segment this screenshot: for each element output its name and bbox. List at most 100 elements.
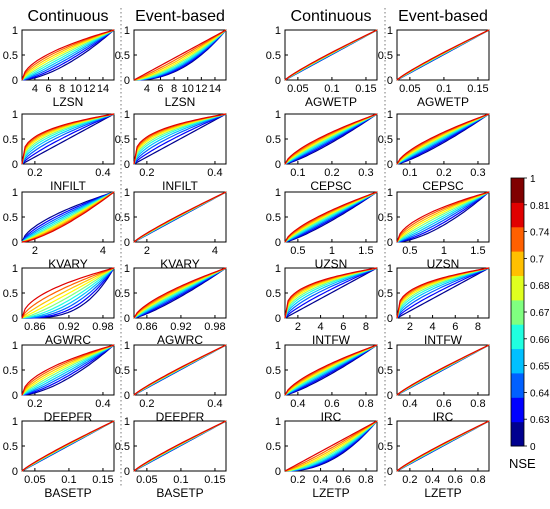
y-tick-label: 0 — [12, 390, 18, 402]
y-tick-label: 0 — [124, 237, 130, 249]
series-line — [133, 191, 227, 243]
y-tick-label: 0.5 — [3, 288, 18, 300]
x-tick-label: 10 — [182, 83, 194, 95]
y-tick-label: 0 — [387, 75, 393, 87]
series-line — [396, 267, 490, 319]
x-tick-label: 0.05 — [24, 474, 45, 486]
x-tick-label: 0.4 — [402, 398, 417, 410]
y-tick-label: 0 — [124, 75, 130, 87]
y-tick-label: 1 — [12, 187, 18, 199]
series-line — [21, 29, 115, 81]
y-tick-label: 0 — [12, 313, 18, 325]
series-line — [21, 191, 115, 243]
colorbar-segment — [511, 251, 524, 276]
colorbar-label: 0.67 — [530, 308, 550, 319]
y-tick-label: 1 — [275, 187, 281, 199]
x-tick-label: 12 — [195, 83, 207, 95]
x-tick-label: 0.4 — [95, 398, 110, 410]
x-tick-label: 0.2 — [290, 474, 305, 486]
series-line — [22, 267, 115, 319]
x-axis-label: LZETP — [424, 486, 461, 500]
series-line — [21, 344, 115, 396]
series-line — [133, 267, 227, 319]
y-tick-label: 0 — [12, 237, 18, 249]
x-tick-label: 8 — [59, 83, 65, 95]
y-tick-label: 1 — [387, 263, 393, 275]
x-tick-label: 1.5 — [470, 245, 485, 257]
series-line — [21, 267, 115, 319]
series-line — [21, 344, 115, 396]
series-line — [396, 191, 490, 243]
colorbar-segment — [511, 372, 524, 398]
x-tick-label: 0.2 — [27, 167, 42, 179]
y-tick-label: 1 — [275, 340, 281, 352]
y-tick-label: 0 — [124, 466, 130, 478]
x-tick-label: 0.98 — [92, 321, 113, 333]
column-title: Event-based — [135, 8, 225, 25]
y-tick-label: 0.5 — [115, 212, 130, 224]
x-axis-label: LZETP — [312, 486, 349, 500]
series-line — [21, 191, 115, 243]
y-tick-label: 0.5 — [3, 134, 18, 146]
y-tick-label: 0 — [387, 313, 393, 325]
series-line — [284, 191, 378, 243]
x-tick-label: 1 — [441, 245, 447, 257]
colorbar-label: 0.81 — [530, 201, 550, 212]
panel-7: 0 0.5 1 0.1 0.2 0.3 CEPSC — [266, 109, 378, 193]
panel-6: 0 0.5 1 0.2 0.4 INFILT — [115, 109, 227, 193]
colorbar-label: 0.63 — [530, 415, 550, 426]
series-line — [284, 420, 378, 472]
x-tick-label: 4 — [212, 245, 218, 257]
y-tick-label: 1 — [387, 187, 393, 199]
x-tick-label: 0.3 — [358, 167, 373, 179]
y-tick-label: 1 — [387, 109, 393, 121]
x-axis-label: INFILT — [50, 179, 86, 193]
x-tick-label: 0.1 — [61, 474, 76, 486]
x-axis-label: CEPSC — [422, 179, 464, 193]
series-line — [284, 420, 378, 472]
series-line — [21, 344, 115, 396]
series-line — [284, 267, 378, 319]
x-tick-label: 0.6 — [324, 398, 339, 410]
colorbar-segment — [511, 421, 524, 447]
series-line — [396, 191, 490, 243]
x-tick-label: 0.86 — [136, 321, 157, 333]
series-line — [21, 191, 115, 243]
y-tick-label: 0.5 — [266, 441, 281, 453]
y-tick-label: 1 — [124, 25, 130, 37]
series-line — [396, 29, 490, 81]
x-tick-label: 8 — [475, 321, 481, 333]
x-axis-label: CEPSC — [310, 179, 352, 193]
x-tick-label: 2 — [144, 245, 150, 257]
x-tick-label: 0.8 — [358, 398, 373, 410]
x-tick-label: 0.2 — [402, 474, 417, 486]
series-line — [21, 344, 115, 396]
x-tick-label: 0.4 — [290, 398, 305, 410]
y-tick-label: 0.5 — [3, 365, 18, 377]
series-line — [21, 267, 115, 319]
series-line — [21, 29, 115, 81]
y-tick-label: 0 — [275, 390, 281, 402]
series-line — [396, 113, 490, 165]
series-line — [21, 29, 115, 81]
colorbar-segment — [511, 275, 524, 301]
series-line — [21, 344, 115, 396]
y-tick-label: 1 — [387, 340, 393, 352]
y-tick-label: 0.5 — [115, 50, 130, 62]
colorbar-label: 0 — [530, 442, 536, 453]
y-tick-label: 0 — [387, 466, 393, 478]
series-line — [133, 29, 227, 81]
x-tick-label: 0.4 — [425, 474, 440, 486]
x-tick-label: 0.8 — [470, 398, 485, 410]
y-tick-label: 0.5 — [266, 288, 281, 300]
colorbar-segment — [511, 324, 524, 350]
series-line — [21, 420, 115, 472]
x-axis-label: AGWRC — [157, 333, 203, 347]
x-tick-label: 2 — [32, 245, 38, 257]
